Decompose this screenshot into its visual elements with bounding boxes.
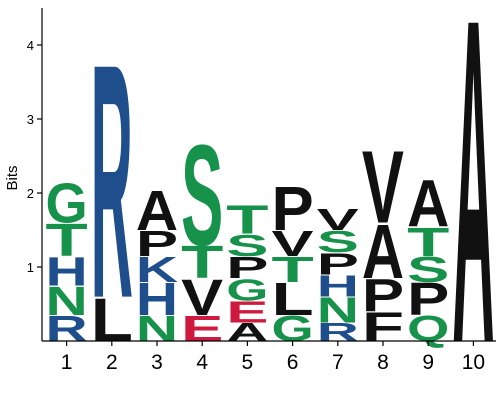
x-tick-label: 10: [462, 351, 485, 374]
logo-letter-G: G: [46, 172, 88, 235]
logo-letter-A: A: [452, 0, 494, 400]
logo-letter-V: V: [317, 202, 359, 237]
logo-letter-T: T: [46, 215, 88, 266]
logo-letter-P: P: [226, 250, 268, 285]
logo-letter-P: P: [136, 223, 178, 264]
logo-letter-E: E: [226, 295, 268, 330]
logo-letter-P: P: [272, 175, 314, 244]
logo-letter-T: T: [407, 220, 450, 266]
logo-letter-S: S: [407, 249, 449, 290]
logo-letter-N: N: [317, 291, 359, 331]
logo-letter-A: A: [407, 167, 449, 242]
logo-letter-H: H: [317, 269, 359, 303]
logo-letter-A: A: [136, 180, 178, 243]
logo-letter-V: V: [181, 270, 223, 327]
logo-letter-L: L: [272, 274, 314, 325]
logo-letter-S: S: [181, 114, 223, 276]
logo-letter-R: R: [91, 0, 133, 368]
x-tick-label: 4: [196, 351, 208, 374]
logo-letter-T: T: [226, 198, 269, 244]
y-tick-label: 2: [27, 186, 34, 201]
x-tick-label: 2: [106, 351, 118, 374]
logo-letter-T: T: [272, 249, 315, 289]
logo-letter-S: S: [226, 228, 268, 263]
logo-letter-P: P: [407, 273, 449, 325]
logo-letter-A: A: [362, 209, 404, 295]
x-tick-label: 6: [287, 351, 299, 374]
logo-letter-G: G: [226, 273, 268, 307]
y-tick-label: 3: [27, 112, 34, 127]
logo-letter-H: H: [46, 248, 88, 294]
x-tick-label: 9: [422, 351, 434, 374]
x-tick-label: 8: [377, 351, 389, 374]
y-tick-label: 1: [27, 260, 34, 275]
x-tick-label: 1: [61, 351, 73, 374]
y-axis-label: Bits: [4, 165, 21, 190]
logo-letter-V: V: [362, 131, 404, 246]
logo-letter-K: K: [136, 250, 178, 290]
logo-letter-P: P: [317, 247, 359, 282]
logo-letter-T: T: [181, 237, 223, 288]
y-tick-label: 4: [27, 38, 34, 53]
x-tick-label: 5: [242, 351, 254, 374]
y-axis: 1 2 3 4: [27, 8, 43, 341]
x-axis: 1 2 3 4 5 6 7 8 9 10: [42, 340, 496, 374]
x-tick-label: 7: [332, 351, 344, 374]
x-tick-label: 3: [151, 351, 163, 374]
logo-letter-V: V: [272, 224, 314, 264]
logo-letter-H: H: [136, 274, 178, 326]
logo-letter-S: S: [317, 224, 359, 259]
logo-letter-P: P: [362, 270, 404, 322]
logo-letter-N: N: [46, 278, 88, 324]
